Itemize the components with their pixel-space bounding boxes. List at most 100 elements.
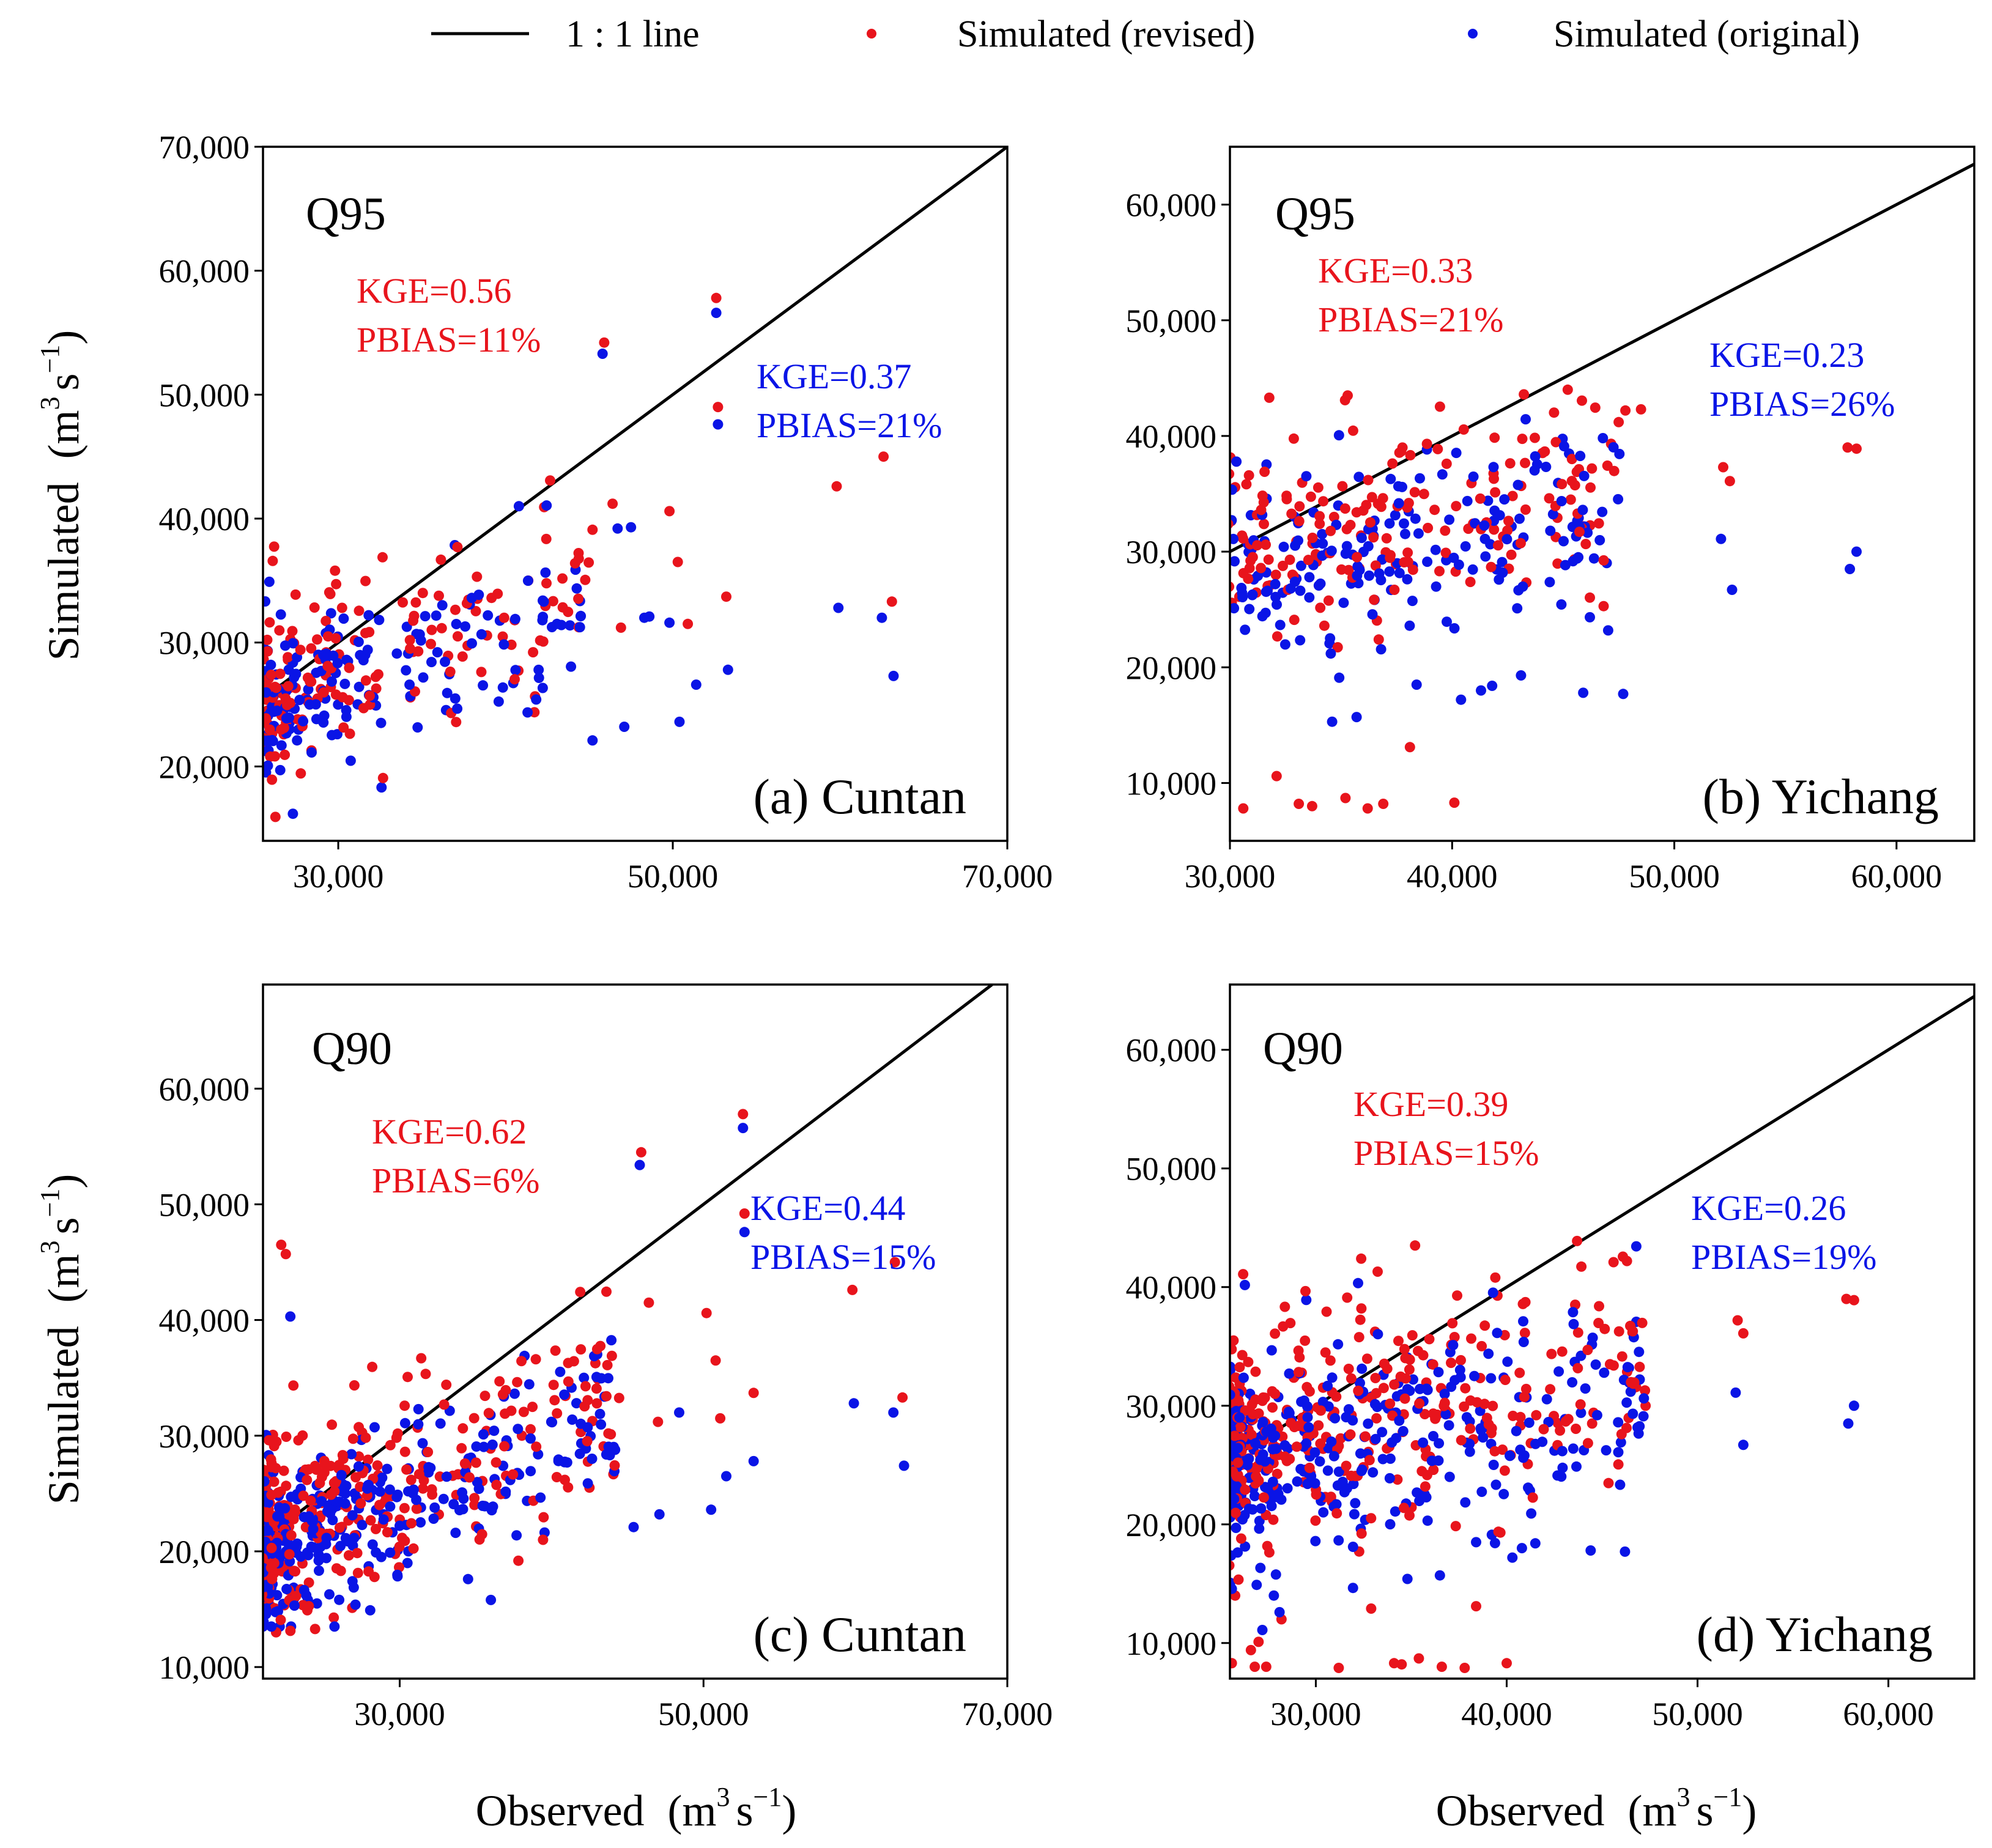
- original-point: [1338, 597, 1349, 608]
- original-point: [1511, 1425, 1522, 1436]
- original-point: [1325, 633, 1336, 644]
- revised-point: [1369, 594, 1380, 605]
- revised-point: [1286, 1417, 1297, 1429]
- revised-point: [1576, 1261, 1587, 1272]
- original-point: [497, 682, 508, 693]
- original-point: [1851, 546, 1862, 557]
- original-point: [888, 1407, 899, 1418]
- original-point: [1404, 620, 1415, 631]
- revised-point: [399, 1502, 410, 1514]
- revised-point: [1555, 1425, 1566, 1436]
- revised-point: [1520, 1383, 1531, 1394]
- revised-point: [1471, 1601, 1481, 1612]
- revised-point: [276, 1240, 287, 1251]
- revised-point: [1321, 1306, 1332, 1317]
- original-point: [1422, 556, 1433, 567]
- revised-point: [1563, 1414, 1574, 1425]
- original-point: [1326, 1436, 1337, 1447]
- legend-revised-marker: [867, 29, 876, 39]
- revised-point: [518, 1406, 529, 1417]
- revised-point: [1323, 595, 1334, 606]
- revised-point: [713, 402, 724, 413]
- original-point: [1261, 1426, 1272, 1437]
- revised-point: [599, 337, 610, 348]
- revised-point: [1577, 395, 1587, 406]
- original-point: [263, 596, 271, 607]
- revised-point: [528, 647, 539, 658]
- original-point: [306, 1515, 317, 1526]
- revised-point: [602, 1359, 613, 1370]
- revised-point: [1293, 1367, 1304, 1378]
- revised-point: [338, 722, 349, 733]
- revised-point: [1235, 1533, 1246, 1544]
- revised-point: [583, 557, 594, 568]
- revised-point: [445, 667, 456, 677]
- revised-point: [1294, 799, 1305, 809]
- original-point: [1270, 1569, 1281, 1580]
- revised-point: [1517, 1298, 1528, 1309]
- original-point: [1302, 1412, 1313, 1423]
- revised-point: [267, 1573, 278, 1584]
- revised-point: [270, 811, 281, 822]
- revised-point: [1366, 1513, 1377, 1524]
- revised-point: [1566, 454, 1577, 465]
- original-point: [376, 1551, 387, 1562]
- revised-point: [1621, 1255, 1632, 1266]
- original-point: [1390, 1506, 1401, 1517]
- original-point: [336, 1469, 347, 1480]
- original-point: [1460, 541, 1471, 552]
- original-point: [399, 1417, 410, 1429]
- revised-point: [295, 645, 306, 656]
- revised-point: [344, 662, 355, 673]
- revised-point: [347, 1433, 358, 1444]
- original-point: [888, 670, 899, 681]
- original-point: [442, 687, 453, 698]
- original-point: [535, 1492, 546, 1503]
- original-point: [1437, 469, 1448, 480]
- revised-point: [1325, 525, 1336, 536]
- revised-point: [1594, 1301, 1604, 1312]
- original-point: [1323, 1401, 1334, 1412]
- revised-point: [263, 646, 273, 657]
- original-point: [587, 1454, 598, 1464]
- revised-point: [1613, 1459, 1624, 1470]
- original-point: [298, 715, 309, 726]
- original-point: [263, 1498, 273, 1509]
- original-point: [1490, 1479, 1501, 1490]
- original-point: [1304, 572, 1315, 583]
- revised-point: [1343, 1364, 1354, 1374]
- revised-point: [573, 548, 584, 558]
- original-point: [898, 1460, 909, 1471]
- revised-point: [601, 1391, 612, 1402]
- revised-point: [1585, 482, 1596, 493]
- y-tick-label: 30,000: [1126, 534, 1217, 571]
- axes-frame: [1229, 983, 1975, 1680]
- revised-point: [1493, 1526, 1504, 1537]
- original-point: [1239, 1279, 1250, 1290]
- original-point: [1545, 525, 1556, 536]
- revised-point: [1230, 1507, 1241, 1518]
- original-point: [1334, 672, 1345, 683]
- revised-point: [337, 1450, 348, 1461]
- original-point: [1613, 1447, 1624, 1458]
- original-point: [440, 656, 450, 667]
- original-pbias: PBIAS=21%: [757, 405, 942, 445]
- revised-point: [527, 1402, 538, 1413]
- original-point: [1230, 1493, 1239, 1504]
- original-point: [1384, 518, 1395, 529]
- revised-point: [1353, 1332, 1364, 1343]
- original-point: [349, 1532, 360, 1543]
- revised-point: [509, 674, 520, 685]
- original-point: [460, 621, 471, 632]
- revised-point: [1230, 1430, 1240, 1441]
- original-point: [263, 1603, 272, 1614]
- original-point: [1479, 520, 1490, 531]
- revised-point: [1300, 1335, 1311, 1346]
- original-point: [378, 1514, 389, 1525]
- original-point: [292, 735, 303, 746]
- revised-point: [563, 1358, 574, 1369]
- revised-point: [1450, 1521, 1461, 1532]
- original-point: [571, 583, 582, 594]
- original-point: [1434, 1438, 1445, 1449]
- original-point: [1270, 1443, 1281, 1454]
